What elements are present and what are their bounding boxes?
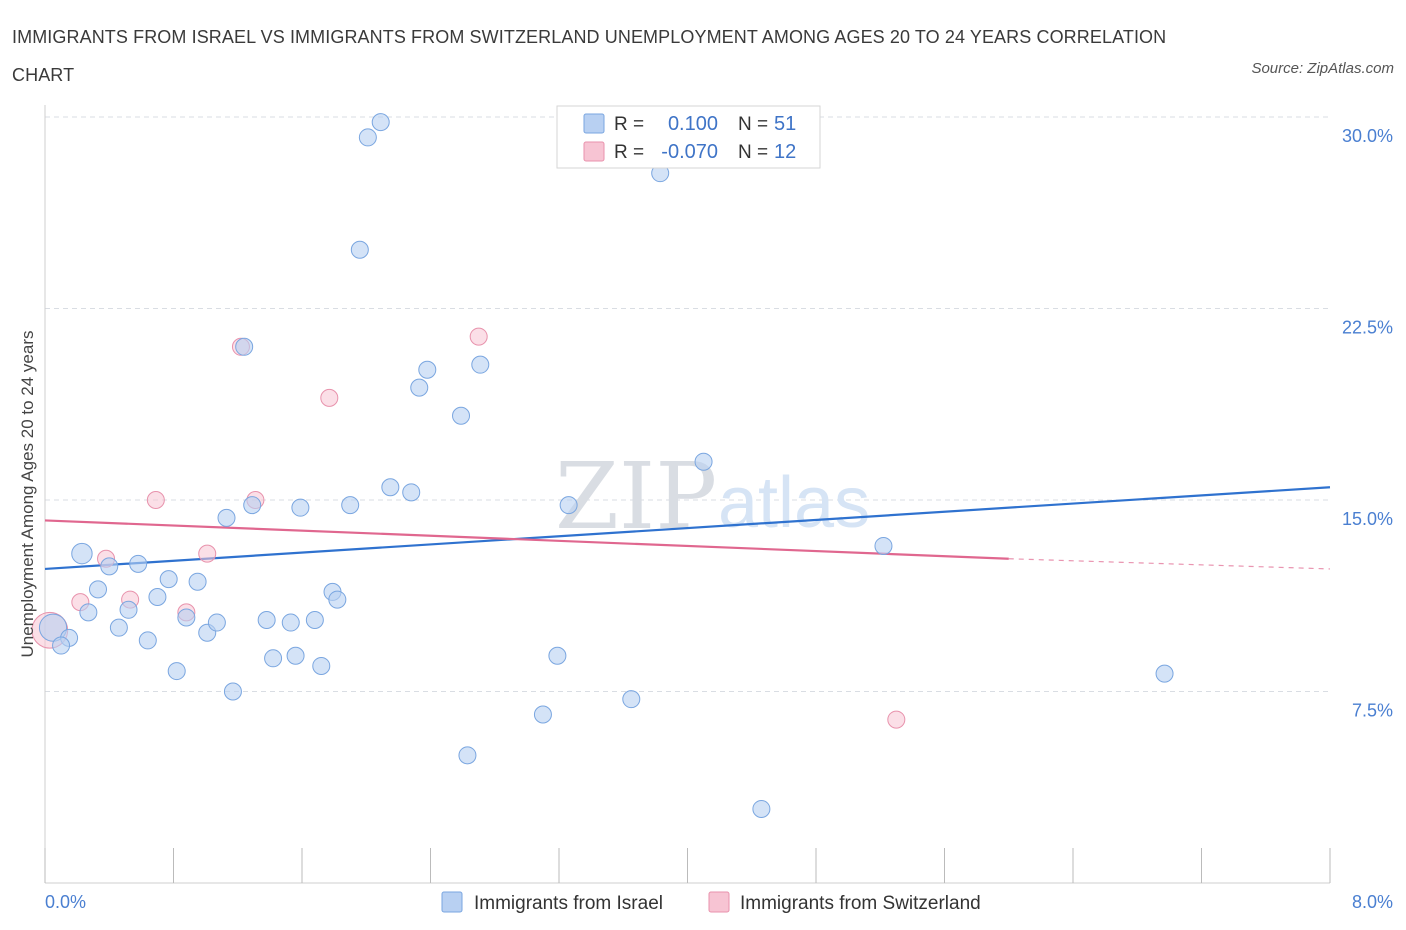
point-israel (341, 496, 360, 515)
point-israel (281, 613, 300, 632)
point-israel (243, 496, 262, 515)
point-israel (533, 705, 552, 724)
x-tick-label-min: 0.0% (45, 892, 86, 912)
point-israel (223, 682, 242, 701)
legend-r-value-israel: 0.100 (668, 113, 718, 135)
y-tick-label: 22.5% (1342, 318, 1393, 338)
point-israel (328, 590, 347, 609)
y-tick-label: 7.5% (1352, 701, 1393, 721)
data-points (31, 113, 1174, 818)
point-israel (410, 378, 429, 397)
point-israel (312, 656, 331, 675)
bottom-legend: Immigrants from Israel Immigrants from S… (441, 891, 981, 914)
legend-r-label-israel: R = (614, 114, 644, 135)
point-israel (177, 608, 196, 627)
point-israel (371, 113, 390, 132)
axes (44, 105, 1331, 884)
point-israel (458, 746, 477, 765)
bottom-legend-swatch-switzerland (708, 891, 730, 913)
bottom-legend-swatch-israel (441, 891, 463, 913)
point-israel (119, 600, 138, 619)
point-israel (471, 355, 490, 374)
point-israel (452, 406, 471, 425)
legend-n-value-israel: 51 (774, 113, 796, 135)
y-tick-label: 30.0% (1342, 126, 1393, 146)
point-israel (264, 649, 283, 668)
point-israel (1155, 664, 1174, 683)
source-label: Source: ZipAtlas.com (1251, 60, 1394, 77)
point-israel (188, 572, 207, 591)
point-switzerland (887, 710, 906, 729)
point-switzerland (320, 388, 339, 407)
watermark-atlas: atlas (718, 463, 870, 543)
point-israel (79, 603, 98, 622)
point-israel (874, 536, 893, 555)
point-israel (138, 631, 157, 650)
point-israel (358, 128, 377, 147)
point-switzerland (469, 327, 488, 346)
point-israel (418, 360, 437, 379)
point-israel (291, 498, 310, 517)
legend-n-label-switzerland: N = (738, 142, 768, 163)
point-israel (694, 452, 713, 471)
point-israel (752, 799, 771, 818)
trend-line-switzerland-extension (1008, 558, 1331, 570)
point-israel (89, 580, 108, 599)
point-israel (109, 618, 128, 637)
point-israel (235, 337, 254, 356)
point-israel (38, 613, 68, 642)
point-israel (52, 636, 71, 655)
legend-r-value-switzerland: -0.070 (661, 141, 718, 163)
point-israel (217, 508, 236, 527)
point-israel (207, 613, 226, 632)
point-israel (305, 611, 324, 630)
x-tick-label-max: 8.0% (1352, 892, 1393, 912)
tick-labels: 7.5% 15.0% 22.5% 30.0% 0.0% 8.0% (45, 126, 1393, 912)
point-israel (100, 557, 119, 576)
y-axis-label: Unemployment Among Ages 20 to 24 years (18, 331, 37, 658)
point-israel (402, 483, 421, 502)
point-israel (350, 240, 369, 259)
point-israel (148, 588, 167, 607)
legend-swatch-switzerland (583, 141, 605, 162)
chart-title: IMMIGRANTS FROM ISRAEL VS IMMIGRANTS FRO… (12, 27, 1167, 85)
y-tick-label: 15.0% (1342, 509, 1393, 529)
point-israel (381, 478, 400, 497)
point-israel (559, 496, 578, 515)
trend-line-israel (44, 486, 1331, 571)
legend-n-value-switzerland: 12 (774, 141, 796, 163)
legend-swatch-israel (583, 113, 605, 134)
gridlines (45, 116, 1330, 692)
point-israel (548, 646, 567, 665)
bottom-legend-label-israel: Immigrants from Israel (474, 893, 663, 914)
point-israel (257, 611, 276, 630)
point-israel (167, 662, 186, 681)
point-israel (286, 646, 305, 665)
legend-box: R = 0.100 N = 51 R = -0.070 N = 12 (556, 105, 821, 169)
legend-n-label-israel: N = (738, 114, 768, 135)
point-israel (129, 554, 148, 573)
legend-r-label-switzerland: R = (614, 142, 644, 163)
point-switzerland (146, 491, 165, 509)
trend-line-switzerland (44, 519, 1009, 560)
point-switzerland (198, 544, 217, 563)
point-israel (622, 690, 641, 709)
point-israel (71, 542, 93, 565)
bottom-legend-label-switzerland: Immigrants from Switzerland (740, 893, 981, 914)
trend-lines (44, 486, 1331, 571)
point-israel (159, 570, 178, 589)
